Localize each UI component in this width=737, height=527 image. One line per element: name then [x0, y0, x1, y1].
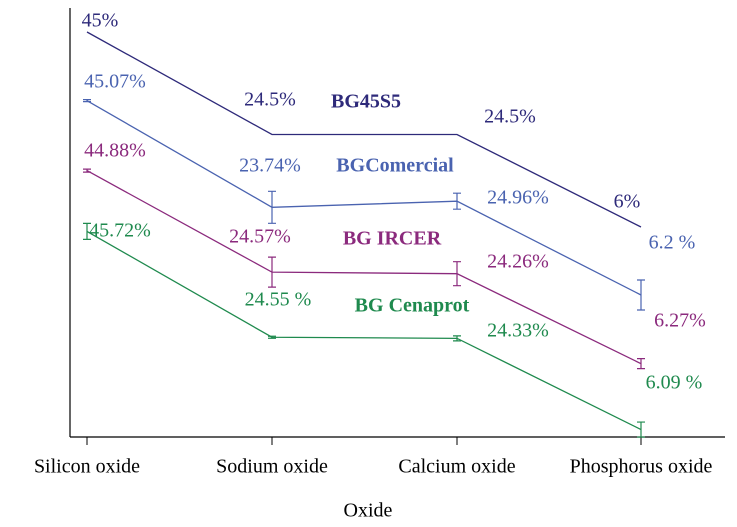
- x-tick-label: Calcium oxide: [398, 456, 515, 478]
- series-name: BG Cenaprot: [355, 295, 470, 317]
- error-bar: [268, 190, 276, 224]
- series-name: BG45S5: [331, 91, 401, 113]
- error-bar: [637, 421, 645, 438]
- value-label: 6%: [614, 191, 641, 213]
- x-tick-label: Phosphorus oxide: [570, 456, 713, 478]
- error-bar: [83, 168, 91, 173]
- value-label: 45.07%: [84, 71, 146, 93]
- value-label: 24.5%: [244, 89, 296, 111]
- value-label: 45.72%: [89, 220, 151, 242]
- series-line: [86, 100, 642, 296]
- error-bar: [453, 261, 461, 287]
- series-line: [86, 230, 642, 431]
- value-label: 23.74%: [239, 155, 301, 177]
- value-label: 45%: [82, 10, 119, 32]
- series-name: BG IRCER: [343, 228, 442, 250]
- value-label: 44.88%: [84, 140, 146, 162]
- series-line: [86, 170, 642, 365]
- error-bar: [453, 192, 461, 210]
- value-label: 6.09 %: [646, 372, 703, 394]
- error-bar: [637, 279, 645, 311]
- x-tick-label: Sodium oxide: [216, 456, 328, 478]
- error-bar: [83, 99, 91, 103]
- value-label: 6.27%: [654, 310, 706, 332]
- series-line: [86, 31, 642, 228]
- error-bar: [268, 335, 276, 339]
- error-bar: [637, 358, 645, 370]
- value-label: 24.57%: [229, 226, 291, 248]
- value-label: 24.55 %: [245, 289, 312, 311]
- x-axis-label: Oxide: [344, 500, 393, 522]
- value-label: 24.26%: [487, 251, 549, 273]
- series-name: BGComercial: [336, 155, 454, 177]
- value-label: 24.33%: [487, 320, 549, 342]
- x-tick-label: Silicon oxide: [34, 456, 140, 478]
- error-bar: [453, 335, 461, 342]
- error-bar: [268, 256, 276, 288]
- value-label: 24.96%: [487, 187, 549, 209]
- value-label: 24.5%: [484, 106, 536, 128]
- error-bar: [83, 222, 91, 240]
- value-label: 6.2 %: [649, 232, 696, 254]
